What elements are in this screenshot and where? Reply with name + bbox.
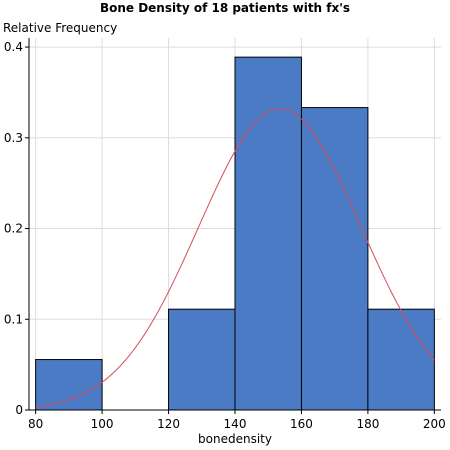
histogram-bar <box>234 56 302 411</box>
normal-curve <box>35 108 435 408</box>
y-tick-label: 0.1 <box>4 312 23 326</box>
x-axis-label: bonedensity <box>198 432 272 446</box>
y-axis-label: Relative Frequency <box>3 21 118 35</box>
histogram-bar <box>168 308 236 411</box>
x-tick-label: 80 <box>28 417 43 431</box>
x-tick-label: 100 <box>91 417 114 431</box>
x-tick-label: 120 <box>157 417 180 431</box>
histogram-bar <box>35 359 103 411</box>
histogram-bar <box>300 107 369 411</box>
y-tick-label: 0.2 <box>4 222 23 236</box>
axes: 80 100 120 140 160 180 200 0 0.1 0.2 0.3 0.4 <box>4 38 446 431</box>
chart-title: Bone Density of 18 patients with fx's <box>99 1 351 15</box>
x-tick-label: 140 <box>224 417 247 431</box>
x-tick-label: 160 <box>290 417 313 431</box>
histogram-bar <box>367 308 435 411</box>
normal-curve-line <box>35 108 435 408</box>
x-tick-label: 200 <box>423 417 446 431</box>
y-tick-label: 0 <box>15 403 23 417</box>
y-tick-label: 0.3 <box>4 131 23 145</box>
bars <box>35 56 435 411</box>
x-tick-label: 180 <box>356 417 379 431</box>
y-tick-label: 0.4 <box>4 40 23 54</box>
